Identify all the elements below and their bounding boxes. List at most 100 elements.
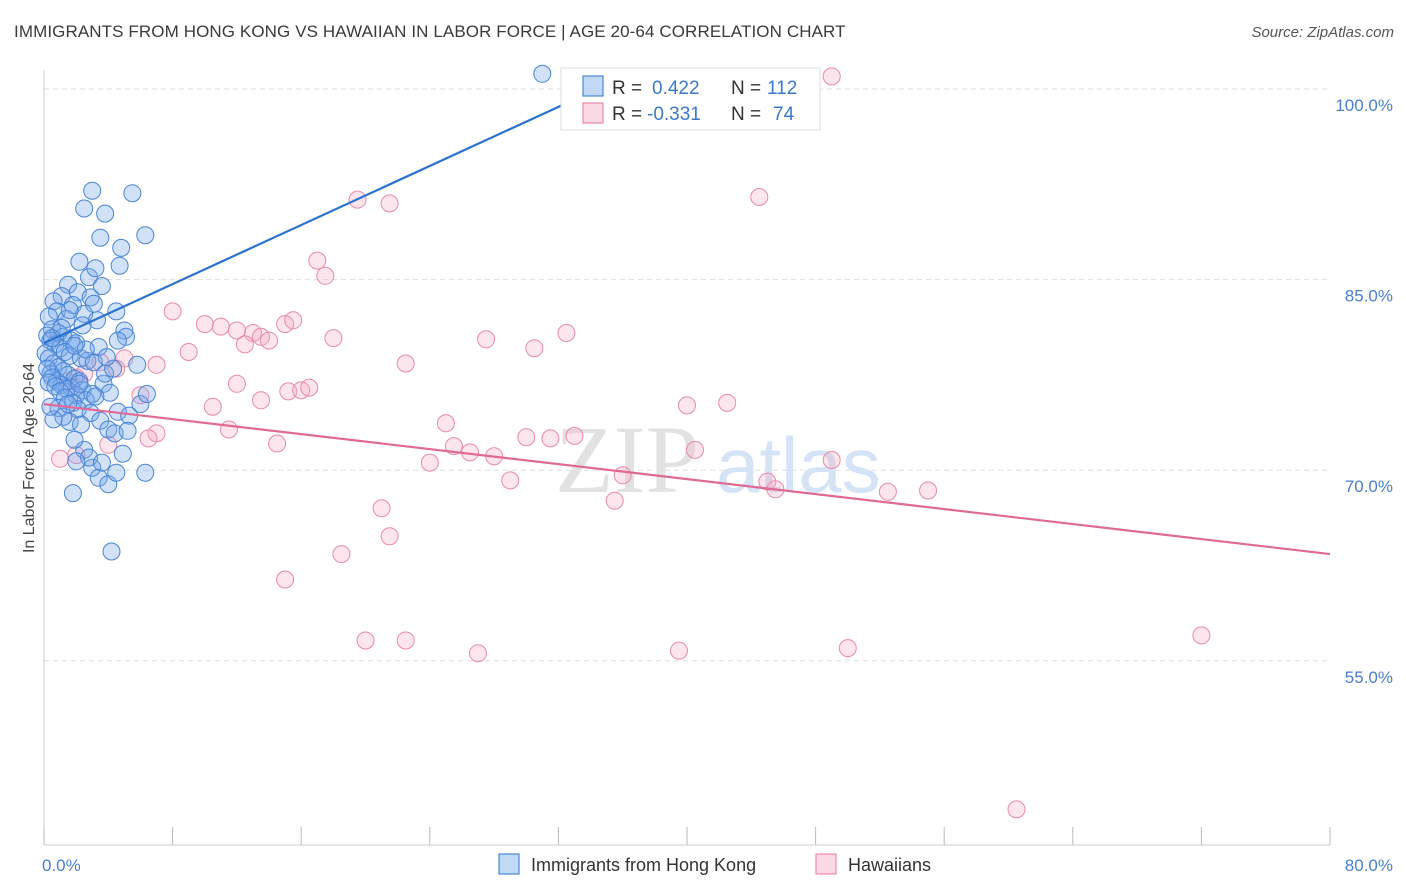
hong-kong-point-6 <box>91 228 110 247</box>
watermark-atlas: atlas <box>716 421 881 509</box>
hong-kong-point-89 <box>113 444 132 463</box>
source-label: Source: ZipAtlas.com <box>1251 24 1394 41</box>
y-tick-label-0: 100.0% <box>1335 96 1393 115</box>
hong-kong-point-61 <box>137 385 156 403</box>
hawaiians-point-49 <box>517 428 536 447</box>
hawaiians-point-32 <box>219 420 238 439</box>
hong-kong-point-5 <box>136 226 155 245</box>
hong-kong-point-37 <box>60 346 79 365</box>
hong-kong-point-86 <box>65 430 84 449</box>
hong-kong-point-10 <box>80 268 98 287</box>
hawaiians-point-12 <box>260 331 278 350</box>
hong-kong-points <box>36 64 552 561</box>
hawaiians-point-42 <box>557 324 576 342</box>
hawaiians-point-29 <box>300 378 319 397</box>
legend-box-frame <box>560 67 821 131</box>
y-axis-label: In Labor Force | Age 20-64 <box>21 363 38 553</box>
hong-kong-point-60 <box>131 395 150 414</box>
hawaiians-point-71 <box>1007 800 1026 819</box>
hawaiians-point-38 <box>51 449 70 468</box>
hawaiians-point-30 <box>252 391 270 410</box>
hawaiians-point-27 <box>279 382 298 401</box>
hong-kong-point-109 <box>107 463 126 482</box>
hawaiians-point-55 <box>686 440 704 459</box>
bottom-legend-label-pink: Hawaiians <box>848 855 931 875</box>
hong-kong-point-80 <box>89 468 108 487</box>
bottom-legend-swatch-blue <box>498 853 520 875</box>
hawaiians-point-43 <box>436 414 455 433</box>
hong-kong-point-95 <box>104 359 123 378</box>
hong-kong-point-92 <box>59 395 78 414</box>
hong-kong-point-79 <box>83 458 102 477</box>
legend-r-value-2: -0.331 <box>647 104 701 125</box>
bottom-legend: Immigrants from Hong Kong Hawaiians <box>498 853 931 875</box>
hong-kong-point-12 <box>59 275 78 294</box>
hawaiians-point-8 <box>211 317 230 336</box>
legend-n-label-2: N = <box>731 104 761 125</box>
hong-kong-point-98 <box>97 348 116 367</box>
legend-r-value-1: 0.422 <box>652 78 700 99</box>
axis-layer: 100.0% 85.0% 70.0% 55.0% 0.0% 80.0% <box>42 70 1393 875</box>
hawaiians-point-26 <box>227 374 246 393</box>
hong-kong-point-105 <box>84 294 103 313</box>
hawaiians-point-0 <box>822 67 841 86</box>
hawaiians-point-16 <box>235 335 254 354</box>
hawaiians-point-36 <box>99 435 118 454</box>
hong-kong-point-67 <box>86 387 105 406</box>
hawaiians-point-14 <box>284 311 303 330</box>
hong-kong-point-7 <box>112 238 131 257</box>
chart-title: IMMIGRANTS FROM HONG KONG VS HAWAIIAN IN… <box>14 22 846 41</box>
hong-kong-point-88 <box>92 453 111 472</box>
legend-r-label-2: R = <box>612 104 642 125</box>
hong-kong-point-99 <box>76 340 95 359</box>
trend-lines <box>43 69 1331 556</box>
hong-kong-point-107 <box>63 484 82 503</box>
hawaiians-point-60 <box>919 481 938 500</box>
hawaiians-point-39 <box>396 354 415 373</box>
hawaiians-point-69 <box>838 639 857 658</box>
hawaiians-point-5 <box>316 266 335 285</box>
hong-kong-point-4 <box>96 204 115 223</box>
hawaiians-point-41 <box>525 339 544 358</box>
hong-kong-point-96 <box>128 355 147 374</box>
legend-r-label-1: R = <box>612 78 642 99</box>
hong-kong-point-100 <box>65 336 84 355</box>
hong-kong-point-97 <box>108 331 127 350</box>
hong-kong-point-2 <box>123 184 142 203</box>
hawaiians-point-18 <box>147 355 166 374</box>
legend-swatch-blue <box>582 75 604 97</box>
hong-kong-point-9 <box>70 252 89 271</box>
hong-kong-point-93 <box>70 374 89 393</box>
hong-kong-point-111 <box>136 463 155 482</box>
hawaiians-point-61 <box>372 499 391 518</box>
hong-kong-point-16 <box>92 277 111 295</box>
hawaiians-point-65 <box>356 631 375 650</box>
hong-kong-point-57 <box>100 383 119 402</box>
hawaiians-point-67 <box>469 644 487 663</box>
hong-kong-point-62 <box>38 359 57 378</box>
hong-kong-point-8 <box>110 256 129 275</box>
legend-n-label-1: N = <box>731 78 761 99</box>
hawaiians-trend-line <box>43 403 1331 556</box>
hong-kong-point-102 <box>43 329 61 348</box>
bottom-legend-label-blue: Immigrants from Hong Kong <box>531 855 756 875</box>
hong-kong-point-110 <box>102 542 121 561</box>
hong-kong-point-39 <box>78 351 97 370</box>
hawaiians-point-50 <box>541 429 560 448</box>
hawaiians-points <box>51 67 1211 819</box>
hawaiians-point-2 <box>380 194 399 213</box>
hong-kong-point-1 <box>83 181 102 200</box>
bottom-legend-swatch-pink <box>815 853 837 875</box>
hawaiians-point-4 <box>308 251 327 270</box>
hawaiians-point-53 <box>678 396 696 415</box>
watermark: ZIP atlas <box>555 406 881 513</box>
hawaiians-point-58 <box>822 451 841 469</box>
hawaiians-point-62 <box>380 527 399 546</box>
hawaiians-point-66 <box>396 631 415 650</box>
y-tick-label-3: 55.0% <box>1345 668 1393 687</box>
hawaiians-point-64 <box>276 570 295 589</box>
hong-kong-point-0 <box>533 64 552 83</box>
hong-kong-point-83 <box>72 415 90 434</box>
hawaiians-point-52 <box>613 466 632 485</box>
hong-kong-point-106 <box>67 452 86 471</box>
